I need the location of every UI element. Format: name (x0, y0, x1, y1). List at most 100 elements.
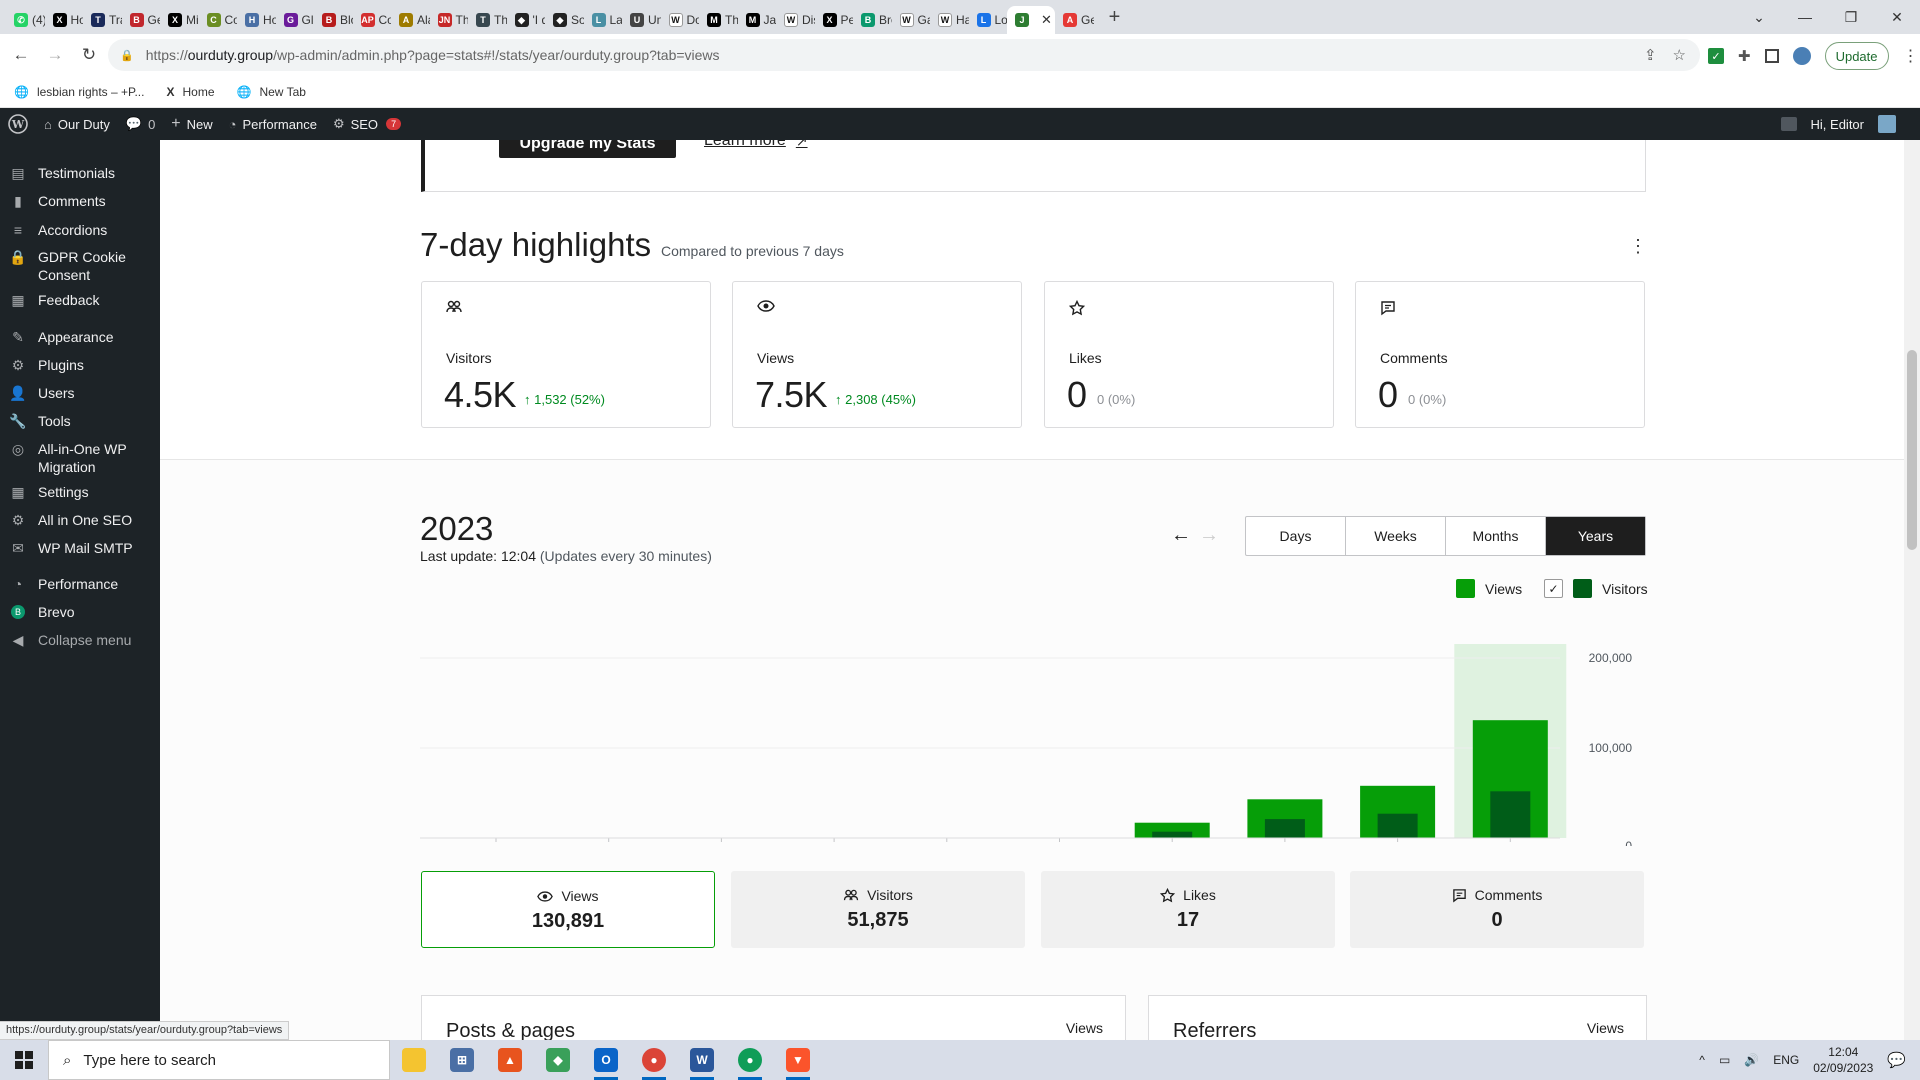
browser-tab[interactable]: A Ge (1055, 6, 1094, 34)
app-icon[interactable]: ⊞ (438, 1040, 486, 1080)
browser-tab[interactable]: M The (699, 6, 738, 34)
browser-tab[interactable]: C Co (199, 6, 237, 34)
sidebar-item-wp-mail-smtp[interactable]: ✉ WP Mail SMTP (0, 539, 160, 557)
page-scrollbar[interactable] (1904, 140, 1920, 1040)
new-tab-button[interactable]: + (1108, 5, 1121, 28)
sidebar-item-tools[interactable]: 🔧 Tools (0, 412, 160, 430)
tab-weeks[interactable]: Weeks (1346, 517, 1446, 555)
account-greeting[interactable]: Hi, Editor (1810, 116, 1864, 132)
sidebar-item-collapse[interactable]: ◀ Collapse menu (0, 631, 160, 649)
browser-tab[interactable]: BGe (122, 6, 160, 34)
sidebar-item-appearance[interactable]: ✎ Appearance (0, 328, 160, 346)
app-icon[interactable]: ▲ (486, 1040, 534, 1080)
browser-menu-icon[interactable]: ⋮ (1902, 48, 1919, 65)
comments-link[interactable]: 💬 0 (125, 116, 156, 132)
wordpress-logo-icon[interactable]: W (0, 108, 36, 140)
share-icon[interactable]: ⇪ (1643, 47, 1657, 64)
browser-tab[interactable]: J ✕ (1007, 6, 1055, 34)
reload-button[interactable]: ↻ (81, 45, 97, 64)
vpn-icon[interactable]: ◆ (534, 1040, 582, 1080)
maximize-button[interactable]: ❐ (1844, 8, 1858, 25)
browser-tab[interactable]: B Bre (853, 6, 892, 34)
browser-tab[interactable]: ◆ 'I q (507, 6, 545, 34)
performance-link[interactable]: ◔ Performance (228, 116, 317, 132)
browser-tab[interactable]: WGay (892, 6, 930, 34)
extension-check-icon[interactable]: ✓ (1708, 48, 1724, 64)
volume-icon[interactable]: 🔊 (1744, 1053, 1760, 1067)
tab-months[interactable]: Months (1446, 517, 1546, 555)
browser-tab[interactable]: X Mi (160, 6, 199, 34)
browser-tab[interactable]: T The (468, 6, 507, 34)
word-icon[interactable]: W (678, 1040, 726, 1080)
more-options-icon[interactable]: ⋮ (1629, 236, 1647, 256)
browser-tab[interactable]: W Ha (930, 6, 969, 34)
browser-tab[interactable]: W Dis (776, 6, 815, 34)
tab-years[interactable]: Years (1546, 517, 1645, 555)
language-indicator[interactable]: ENG (1773, 1053, 1800, 1067)
tab-search-icon[interactable]: ⌄ (1753, 8, 1765, 25)
sidebar-item-testimonials[interactable]: ▤ Testimonials (0, 164, 160, 182)
sidebar-item-settings[interactable]: ▦ Settings (0, 483, 160, 501)
visitors-checkbox[interactable]: ✓ (1544, 579, 1563, 598)
browser-tab[interactable]: LLaw (584, 6, 622, 34)
browser-tab[interactable]: XPet (815, 6, 853, 34)
learn-more-link[interactable]: Learn more ↗ (704, 140, 808, 150)
tab-days[interactable]: Days (1246, 517, 1346, 555)
browser-tab[interactable]: H Ho (237, 6, 276, 34)
sidebar-item-gdpr[interactable]: 🔒 GDPR Cookie Consent (0, 248, 160, 284)
windows-start-icon[interactable] (0, 1040, 48, 1080)
back-button[interactable]: ← (12, 45, 30, 64)
file-explorer-icon[interactable] (390, 1040, 438, 1080)
browser-tab[interactable]: W Do (661, 6, 699, 34)
previous-period-arrow[interactable]: ← (1171, 524, 1191, 546)
profile-avatar[interactable] (1792, 47, 1811, 65)
sidebar-item-feedback[interactable]: ▦ Feedback (0, 291, 160, 309)
browser-tab[interactable]: U Uni (622, 6, 661, 34)
sidebar-item-migration[interactable]: ◎ All-in-One WP Migration (0, 440, 160, 476)
total-views-tab[interactable]: Views 130,891 (421, 871, 715, 948)
network-icon[interactable]: ▭ (1718, 1053, 1731, 1067)
browser-tab[interactable]: X Ho (45, 6, 83, 34)
sidebar-item-plugins[interactable]: ⚙ Plugins (0, 356, 160, 374)
taskbar-search-input[interactable]: ⌕ Type here to search (48, 1040, 390, 1080)
url-input[interactable]: 🔒 https://ourduty.group/wp-admin/admin.p… (108, 39, 1700, 71)
next-period-arrow[interactable]: → (1199, 524, 1219, 546)
total-comments-tab[interactable]: Comments 0 (1350, 871, 1644, 948)
browser-tab[interactable]: T Tra (83, 6, 122, 34)
browser-tab[interactable]: A Ala (391, 6, 430, 34)
scrollbar-thumb[interactable] (1907, 350, 1917, 550)
close-tab-icon[interactable]: ✕ (1041, 12, 1052, 27)
bookmark-star-icon[interactable]: ☆ (1672, 47, 1686, 64)
seo-link[interactable]: ⚙ SEO 7 (325, 108, 409, 140)
sidebar-item-users[interactable]: 👤 Users (0, 384, 160, 402)
update-button[interactable]: Update (1824, 42, 1889, 70)
chevron-up-icon[interactable]: ^ (1699, 1053, 1705, 1067)
close-window-button[interactable]: ✕ (1891, 8, 1903, 25)
browser-tab[interactable]: ✆ (4) (6, 6, 45, 34)
notifications-icon[interactable] (1780, 117, 1797, 131)
sidebar-item-accordions[interactable]: ≡ Accordions (0, 221, 160, 239)
minimize-button[interactable]: — (1798, 9, 1812, 25)
browser-tab[interactable]: B Blo (314, 6, 353, 34)
total-likes-tab[interactable]: Likes 17 (1041, 871, 1335, 948)
site-name-link[interactable]: ⌂ Our Duty (44, 116, 110, 132)
new-content-link[interactable]: + New (171, 115, 213, 132)
bookmark-item[interactable]: 🌐 lesbian rights – +P... (14, 84, 145, 99)
lock-icon[interactable]: 🔒 (120, 49, 134, 62)
upgrade-button[interactable]: Upgrade my Stats (499, 140, 676, 158)
forward-button[interactable]: → (46, 45, 64, 64)
sidebar-item-aioseo[interactable]: ⚙ All in One SEO (0, 511, 160, 529)
browser-tab[interactable]: LLor (969, 6, 1007, 34)
brave-icon[interactable]: ▼ (774, 1040, 822, 1080)
chrome-icon[interactable]: ● (630, 1040, 678, 1080)
outlook-icon[interactable]: O (582, 1040, 630, 1080)
sidebar-item-performance[interactable]: ◔ Performance (0, 575, 160, 593)
user-avatar[interactable] (1878, 115, 1896, 133)
chrome-profile-icon[interactable]: ● (726, 1040, 774, 1080)
browser-tab[interactable]: JNThe (430, 6, 468, 34)
total-visitors-tab[interactable]: Visitors 51,875 (731, 871, 1025, 948)
side-panel-icon[interactable] (1764, 49, 1779, 63)
browser-tab[interactable]: MJan (738, 6, 776, 34)
bookmark-item[interactable]: X Home (166, 84, 215, 99)
notification-center-icon[interactable]: 💬 (1887, 1052, 1906, 1069)
